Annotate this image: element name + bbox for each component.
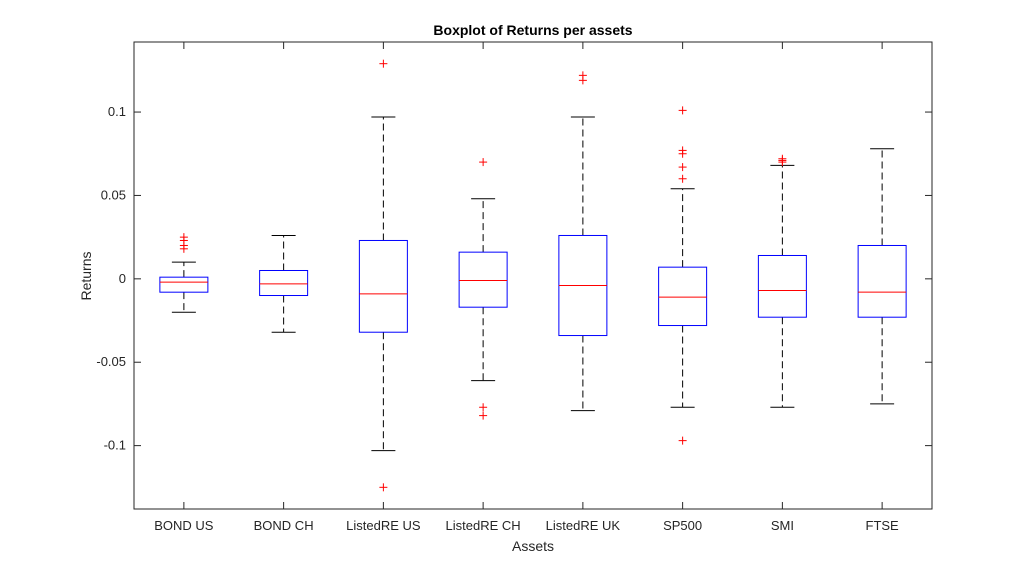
x-tick-label: ListedRE US bbox=[346, 518, 421, 533]
outlier-marker bbox=[778, 154, 787, 163]
outlier-marker bbox=[479, 411, 488, 420]
iqr-box bbox=[358, 239, 408, 333]
x-tick-label: SMI bbox=[771, 518, 794, 533]
iqr-box bbox=[259, 269, 309, 297]
box-group bbox=[658, 106, 708, 445]
box-group bbox=[458, 158, 508, 420]
outlier-marker bbox=[179, 233, 188, 242]
y-tick-label: -0.05 bbox=[96, 354, 126, 369]
outlier-marker bbox=[379, 483, 388, 492]
y-tick-label: 0.1 bbox=[108, 104, 126, 119]
x-tick-label: ListedRE CH bbox=[446, 518, 521, 533]
box-group bbox=[259, 234, 309, 333]
x-axis-label: Assets bbox=[512, 538, 554, 554]
y-tick-label: 0 bbox=[119, 271, 126, 286]
outlier-marker bbox=[479, 158, 488, 167]
box-group bbox=[159, 233, 209, 313]
iqr-box bbox=[458, 251, 508, 308]
iqr-box bbox=[857, 244, 907, 318]
chart-title: Boxplot of Returns per assets bbox=[433, 22, 632, 38]
x-tick-label: SP500 bbox=[663, 518, 702, 533]
x-tick-label: FTSE bbox=[866, 518, 900, 533]
outlier-marker bbox=[578, 71, 587, 80]
outlier-marker bbox=[678, 436, 687, 445]
outlier-marker bbox=[678, 149, 687, 158]
x-tick-label: ListedRE UK bbox=[546, 518, 621, 533]
box-group bbox=[358, 59, 408, 492]
box-group bbox=[757, 154, 807, 408]
outlier-marker bbox=[678, 106, 687, 115]
axes: -0.1 -0.05 0 0.05 0.1 BOND US BOND CH ListedRE … bbox=[96, 41, 933, 533]
outlier-marker bbox=[479, 403, 488, 412]
plot-frame bbox=[133, 41, 933, 510]
y-axis-label: Returns bbox=[78, 251, 94, 300]
outlier-marker bbox=[678, 163, 687, 172]
x-tick-label: BOND CH bbox=[254, 518, 314, 533]
iqr-box bbox=[757, 254, 807, 318]
outlier-marker bbox=[379, 59, 388, 68]
x-tick-label: BOND US bbox=[154, 518, 214, 533]
y-tick-label: 0.05 bbox=[101, 187, 126, 202]
outlier-marker bbox=[678, 174, 687, 183]
iqr-box bbox=[159, 276, 209, 293]
plot-area bbox=[159, 59, 907, 492]
y-tick-label: -0.1 bbox=[104, 438, 126, 453]
box-group bbox=[857, 148, 907, 405]
box-group bbox=[558, 71, 608, 412]
iqr-box bbox=[658, 266, 708, 327]
